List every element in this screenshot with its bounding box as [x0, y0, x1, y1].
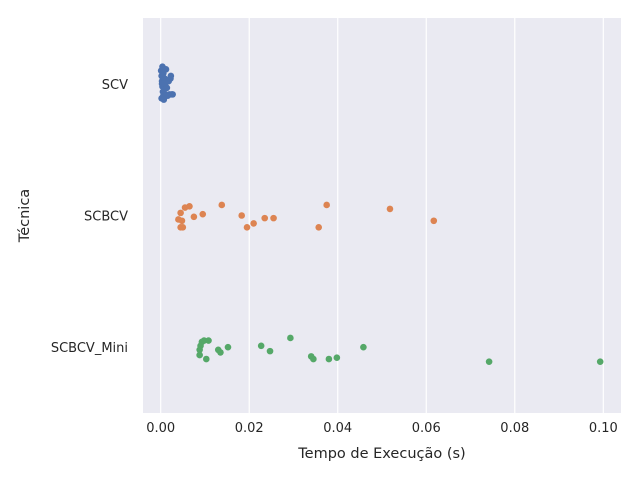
data-point	[266, 347, 274, 355]
data-point	[243, 224, 251, 231]
y-axis-label: Técnica	[17, 189, 33, 243]
data-point	[202, 355, 210, 363]
data-point	[167, 72, 175, 80]
data-points	[157, 63, 604, 365]
data-point	[238, 212, 245, 219]
data-point	[250, 220, 257, 227]
plot-area	[143, 18, 621, 413]
data-point	[310, 355, 317, 363]
data-point	[162, 66, 170, 73]
y-axis-ticks: SCV SCBCV SCBCV_Mini	[51, 78, 128, 356]
data-point	[257, 342, 265, 350]
x-tick-label: 0.10	[589, 421, 618, 436]
data-point	[224, 343, 232, 351]
data-point	[323, 201, 330, 209]
y-tick-label: SCBCV_Mini	[51, 341, 128, 356]
x-axis-label: Tempo de Execução (s)	[297, 446, 465, 462]
data-point	[186, 202, 193, 210]
data-point	[333, 354, 341, 362]
x-tick-label: 0.02	[235, 421, 264, 436]
data-point	[177, 209, 184, 217]
data-point	[270, 214, 277, 222]
data-point	[287, 334, 294, 342]
data-point	[386, 205, 394, 213]
data-point	[169, 91, 176, 98]
data-point	[261, 214, 269, 222]
data-point	[485, 358, 493, 365]
data-point	[360, 343, 367, 351]
x-tick-label: 0.06	[412, 421, 441, 436]
data-point	[205, 337, 212, 344]
y-tick-label: SCBCV	[84, 210, 128, 225]
y-tick-label: SCV	[102, 78, 128, 93]
data-point	[218, 201, 226, 209]
data-point	[158, 80, 166, 88]
grid-lines	[160, 18, 604, 413]
data-point	[163, 84, 171, 92]
data-point	[179, 224, 187, 231]
data-point	[178, 217, 186, 225]
data-point	[596, 358, 604, 365]
data-point	[430, 217, 438, 225]
data-point	[325, 355, 333, 363]
x-tick-label: 0.08	[500, 421, 529, 436]
x-tick-label: 0.04	[323, 421, 352, 436]
x-axis-ticks: 0.00 0.02 0.04 0.06 0.08 0.10	[146, 421, 618, 436]
x-tick-label: 0.00	[146, 421, 175, 436]
data-point	[196, 351, 203, 359]
data-point	[190, 213, 198, 221]
data-point	[160, 96, 168, 103]
data-point	[199, 210, 207, 218]
data-point	[217, 349, 224, 356]
data-point	[315, 224, 323, 231]
